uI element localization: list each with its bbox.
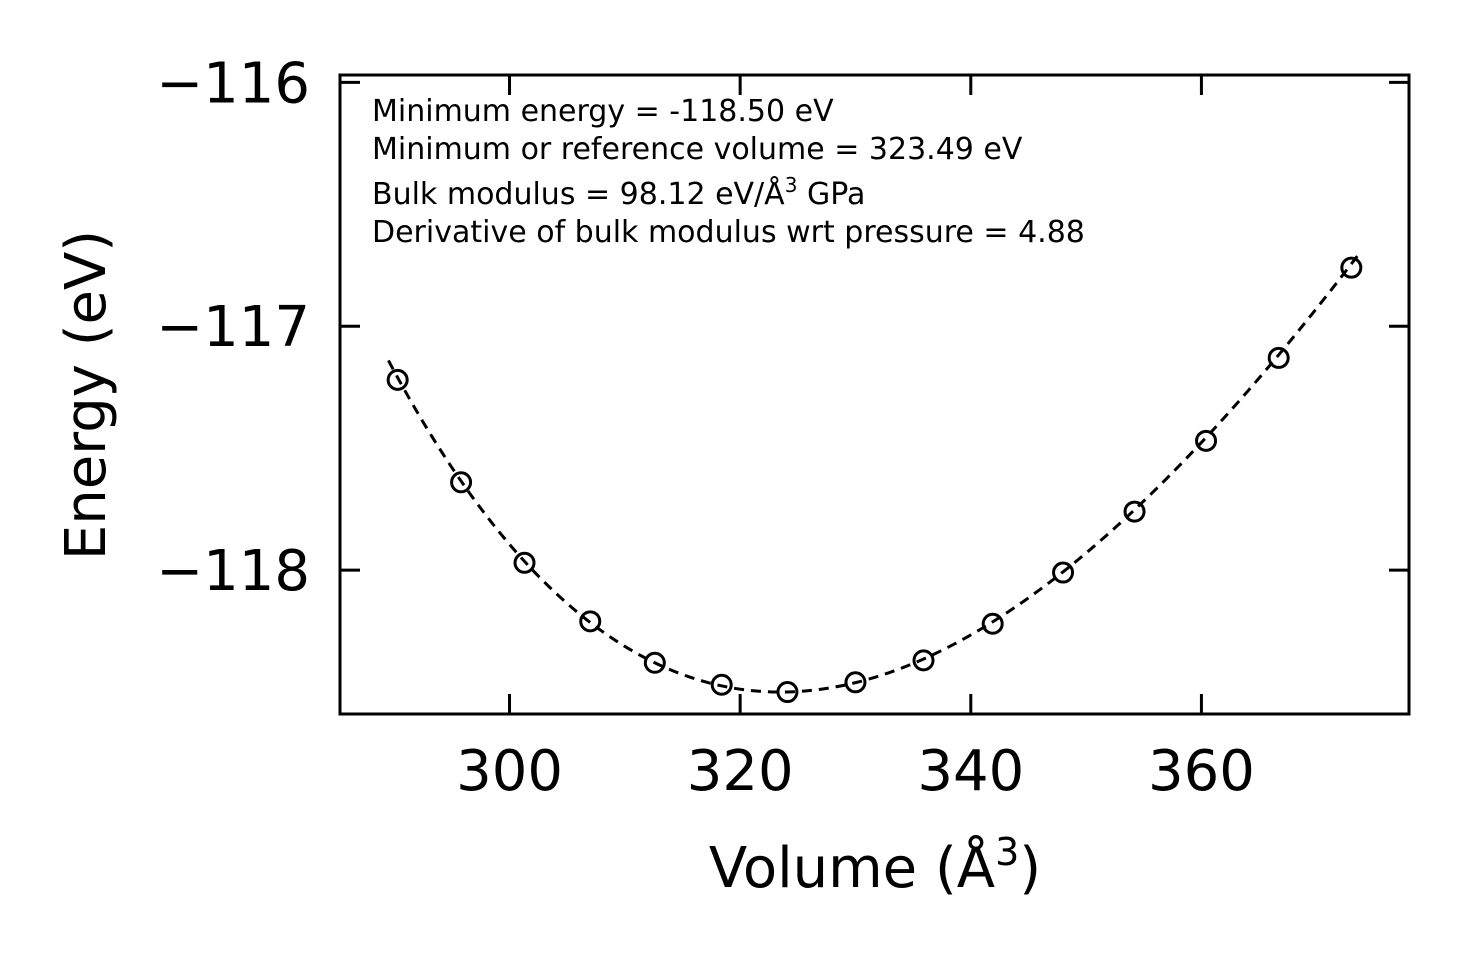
annotation-bulk-modulus-unit: GPa <box>797 177 865 212</box>
x-axis-label-sup: 3 <box>995 830 1019 874</box>
y-tick-label: −118 <box>156 539 310 604</box>
annotation-bulk-modulus: Bulk modulus = 98.12 eV/Å3 GPa <box>372 173 865 212</box>
data-point <box>579 610 602 633</box>
x-tick-label: 340 <box>917 739 1024 804</box>
data-point <box>1123 500 1146 523</box>
data-point <box>1052 561 1075 584</box>
data-point <box>1195 429 1218 452</box>
annotation-min-energy: Minimum energy = -118.50 eV <box>372 94 834 129</box>
x-tick-label: 300 <box>456 739 563 804</box>
plot-frame <box>338 73 1411 716</box>
y-tick-label: −116 <box>156 51 310 116</box>
data-points <box>386 256 1363 704</box>
data-point <box>981 612 1004 635</box>
fit-curve <box>387 250 1362 694</box>
annotation-bulk-modulus-derivative: Derivative of bulk modulus wrt pressure … <box>372 215 1085 250</box>
y-tick-label: −117 <box>156 295 310 360</box>
data-point <box>450 471 473 494</box>
data-point <box>844 671 867 694</box>
data-point <box>1340 256 1363 279</box>
x-axis-label-close: ) <box>1019 836 1041 901</box>
data-point <box>1267 346 1290 369</box>
annotation-bulk-modulus-text: Bulk modulus = 98.12 eV/Å <box>372 176 785 212</box>
annotation-min-volume: Minimum or reference volume = 323.49 eV <box>372 132 1023 167</box>
data-point <box>912 649 935 672</box>
data-point <box>776 681 799 704</box>
x-tick-label: 360 <box>1148 739 1255 804</box>
y-ticks: −116 −117 −118 <box>156 51 1409 604</box>
data-point <box>710 673 733 696</box>
annotation-bulk-modulus-sup: 3 <box>785 173 798 197</box>
data-point <box>643 651 666 674</box>
x-tick-label: 320 <box>687 739 794 804</box>
x-axis-label-text: Volume (Å <box>709 835 995 901</box>
y-axis-label: Energy (eV) <box>54 230 119 560</box>
data-point <box>513 551 536 574</box>
data-point <box>386 368 409 391</box>
x-ticks: 300 320 340 360 <box>456 75 1255 804</box>
x-axis-label: Volume (Å3) <box>709 830 1041 901</box>
